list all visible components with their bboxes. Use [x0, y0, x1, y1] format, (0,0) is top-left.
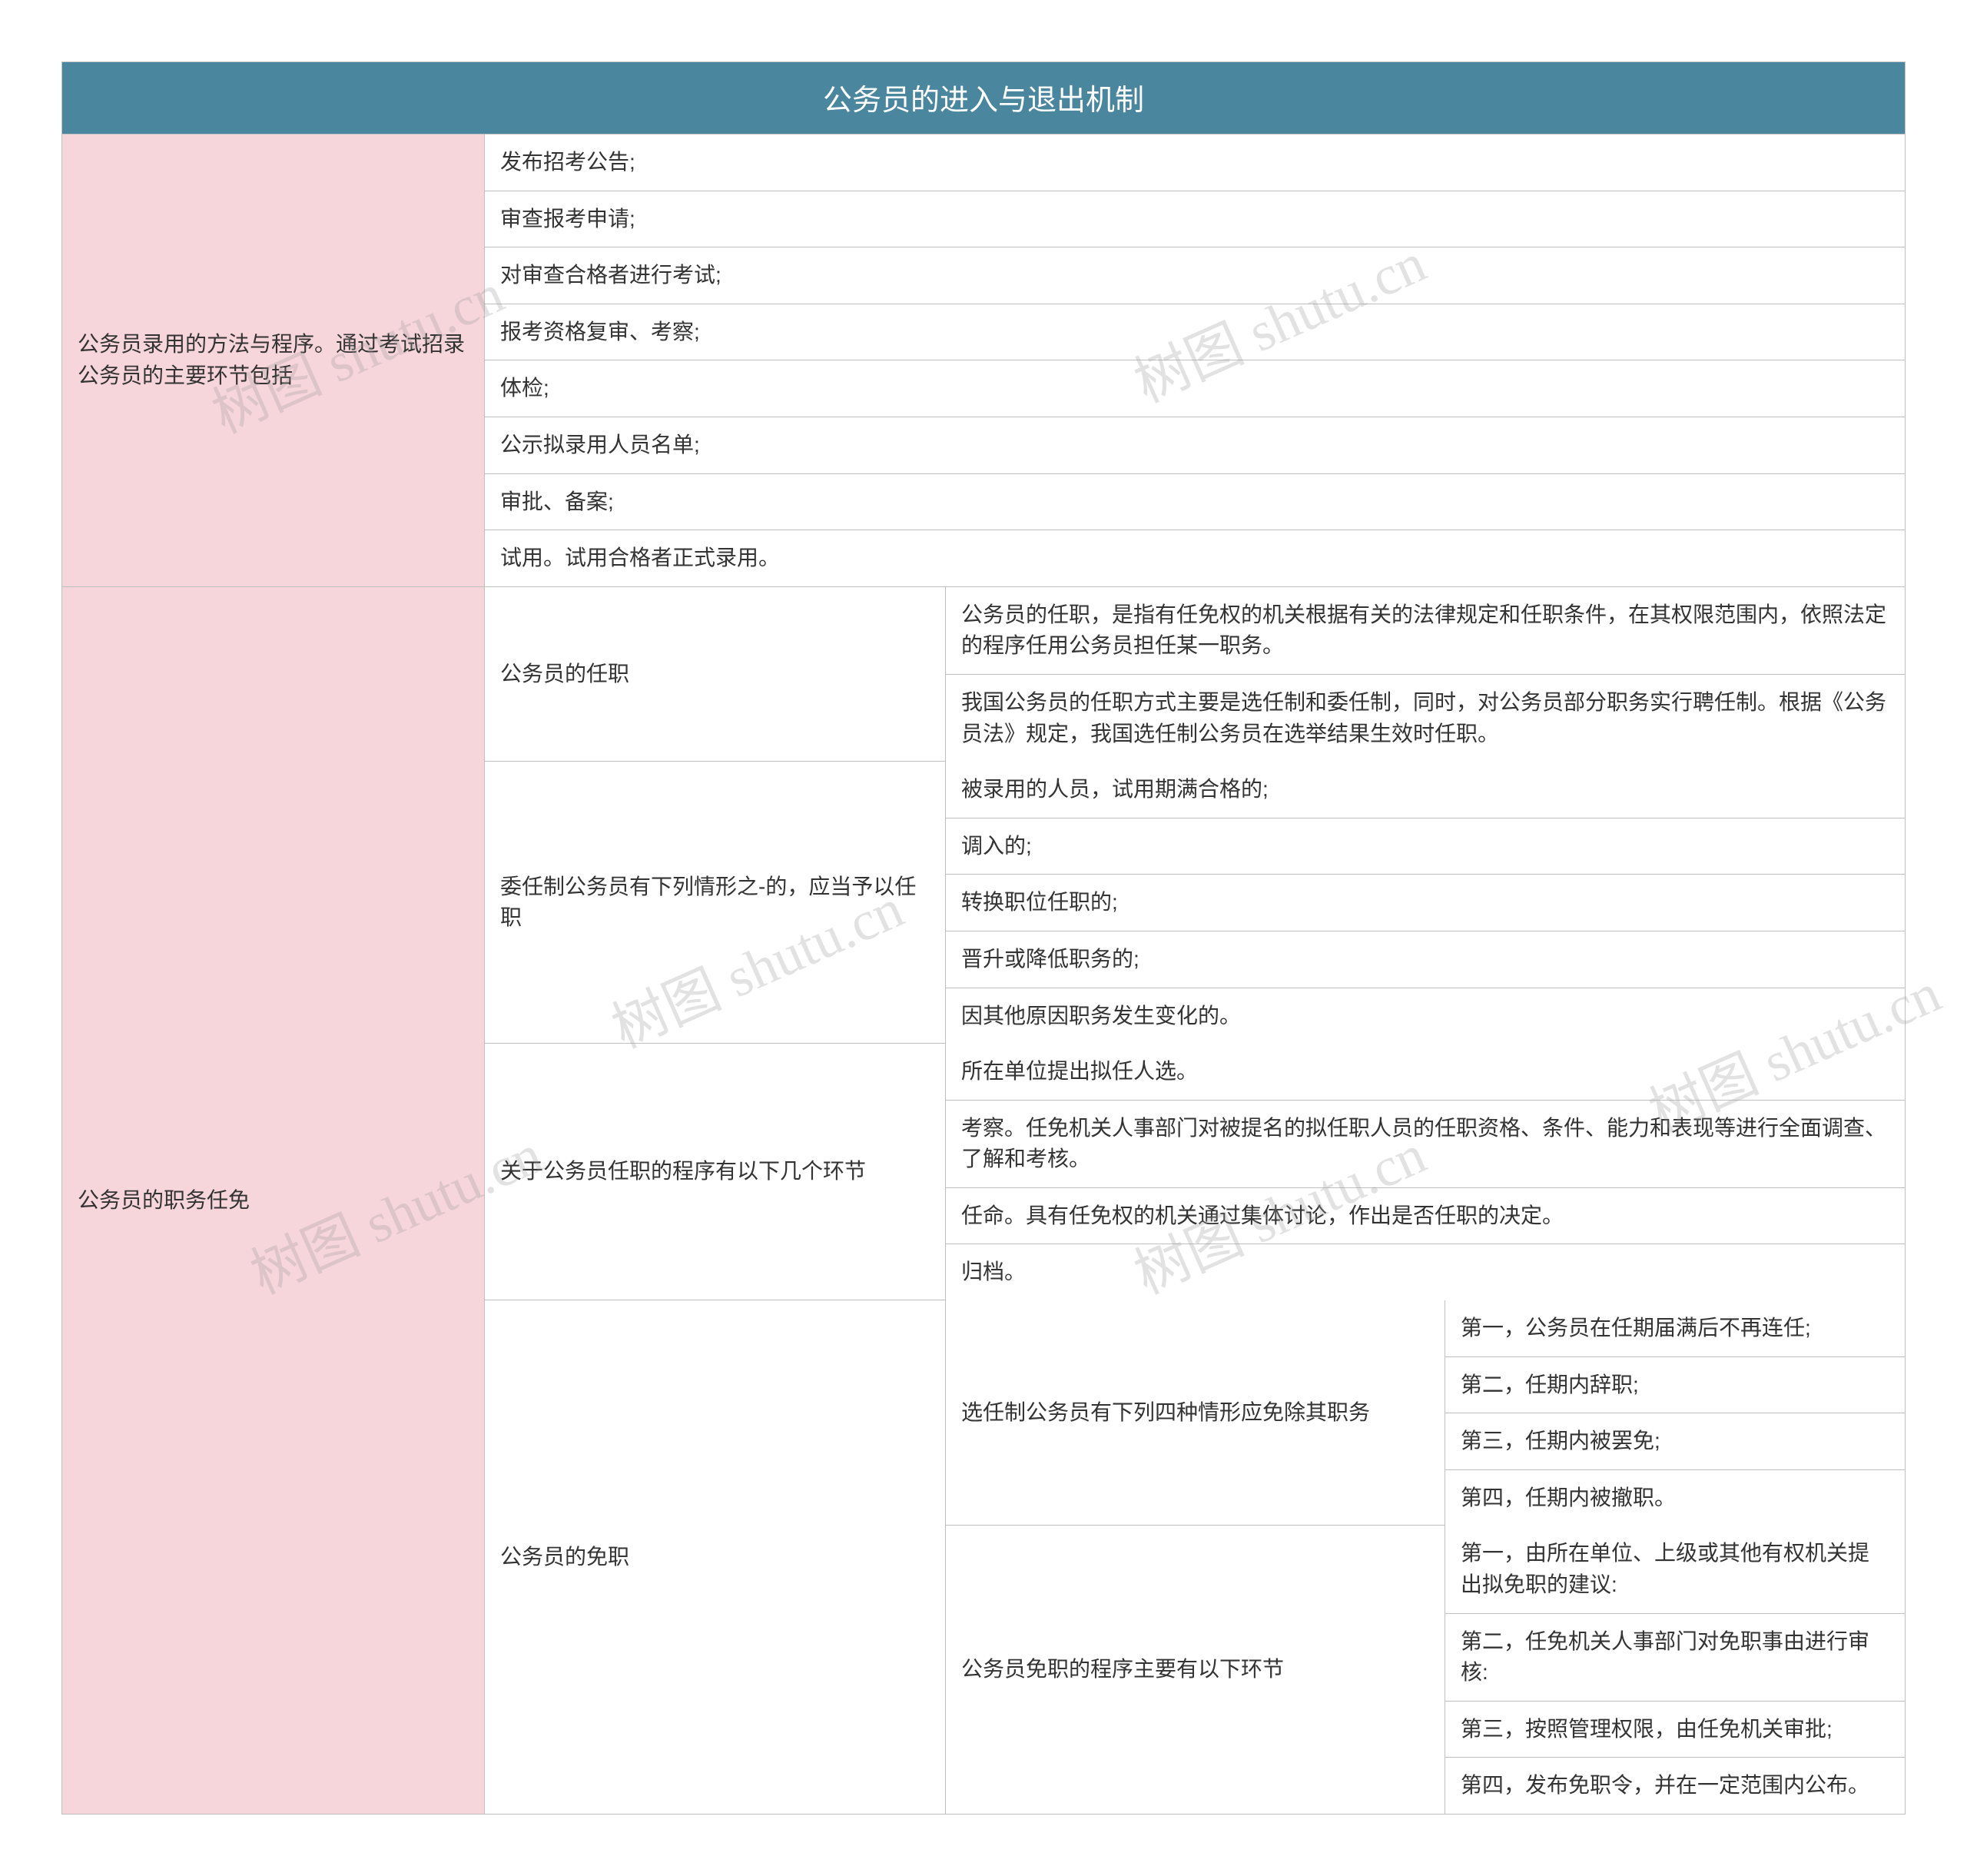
s2-sub4-g1-item-1: 第二，任期内辞职;: [1445, 1357, 1905, 1414]
s2-sub3-item-2: 任命。具有任免权的机关通过集体讨论，作出是否任职的决定。: [946, 1188, 1905, 1245]
s1-item-0: 发布招考公告;: [485, 134, 1905, 191]
section-1: 公务员录用的方法与程序。通过考试招录公务员的主要环节包括 发布招考公告; 审查报…: [62, 134, 1905, 586]
s2-sub4-g1-item-0: 第一，公务员在任期届满后不再连任;: [1445, 1300, 1905, 1357]
s2-sub4-g2-label: 公务员免职的程序主要有以下环节: [946, 1526, 1445, 1814]
s2-sub1: 公务员的任职 公务员的任职，是指有任免权的机关根据有关的法律规定和任职条件，在其…: [485, 587, 1905, 762]
s2-sub4-label: 公务员的免职: [485, 1300, 946, 1814]
s1-item-1: 审查报考申请;: [485, 191, 1905, 248]
section-2: 公务员的职务任免 公务员的任职 公务员的任职，是指有任免权的机关根据有关的法律规…: [62, 586, 1905, 1814]
s1-item-3: 报考资格复审、考察;: [485, 304, 1905, 361]
s2-sub4-g2: 公务员免职的程序主要有以下环节 第一，由所在单位、上级或其他有权机关提出拟免职的…: [946, 1526, 1905, 1814]
s1-item-6: 审批、备案;: [485, 474, 1905, 531]
title: 公务员的进入与退出机制: [62, 62, 1905, 134]
s2-sub4-g1-label: 选任制公务员有下列四种情形应免除其职务: [946, 1300, 1445, 1526]
s2-sub1-item-0: 公务员的任职，是指有任免权的机关根据有关的法律规定和任职条件，在其权限范围内，依…: [946, 587, 1905, 675]
s2-sub2-item-2: 转换职位任职的;: [946, 875, 1905, 931]
hierarchy-table: 公务员的进入与退出机制 公务员录用的方法与程序。通过考试招录公务员的主要环节包括…: [61, 61, 1906, 1815]
s2-sub2-label: 委任制公务员有下列情形之-的，应当予以任职: [485, 762, 946, 1044]
s2-sub4-g2-item-0: 第一，由所在单位、上级或其他有权机关提出拟免职的建议:: [1445, 1526, 1905, 1613]
s2-sub4-g2-item-1: 第二，任免机关人事部门对免职事由进行审核:: [1445, 1614, 1905, 1702]
section-2-label: 公务员的职务任免: [62, 587, 485, 1814]
s2-sub1-label: 公务员的任职: [485, 587, 946, 762]
s1-item-4: 体检;: [485, 360, 1905, 417]
s2-sub3-item-1: 考察。任免机关人事部门对被提名的拟任职人员的任职资格、条件、能力和表现等进行全面…: [946, 1101, 1905, 1188]
s2-sub4-g2-item-2: 第三，按照管理权限，由任免机关审批;: [1445, 1702, 1905, 1758]
s1-item-7: 试用。试用合格者正式录用。: [485, 530, 1905, 586]
s2-sub2-item-0: 被录用的人员，试用期满合格的;: [946, 762, 1905, 818]
s2-sub2-item-1: 调入的;: [946, 818, 1905, 875]
s2-sub3-label: 关于公务员任职的程序有以下几个环节: [485, 1044, 946, 1300]
s2-sub4-g1-item-2: 第三，任期内被罢免;: [1445, 1413, 1905, 1470]
s2-sub4-g2-item-3: 第四，发布免职令，并在一定范围内公布。: [1445, 1758, 1905, 1814]
s1-item-2: 对审查合格者进行考试;: [485, 247, 1905, 304]
s2-sub2: 委任制公务员有下列情形之-的，应当予以任职 被录用的人员，试用期满合格的; 调入…: [485, 762, 1905, 1044]
s2-sub3-item-0: 所在单位提出拟任人选。: [946, 1044, 1905, 1101]
s2-sub3-item-3: 归档。: [946, 1244, 1905, 1300]
s2-sub2-item-3: 晋升或降低职务的;: [946, 931, 1905, 988]
s2-sub4-g1: 选任制公务员有下列四种情形应免除其职务 第一，公务员在任期届满后不再连任; 第二…: [946, 1300, 1905, 1526]
s2-sub4-g1-item-3: 第四，任期内被撤职。: [1445, 1470, 1905, 1526]
s2-sub3: 关于公务员任职的程序有以下几个环节 所在单位提出拟任人选。 考察。任免机关人事部…: [485, 1044, 1905, 1300]
s2-sub2-item-4: 因其他原因职务发生变化的。: [946, 988, 1905, 1044]
s1-item-5: 公示拟录用人员名单;: [485, 417, 1905, 474]
s2-sub4: 公务员的免职 选任制公务员有下列四种情形应免除其职务 第一，公务员在任期届满后不…: [485, 1300, 1905, 1814]
section-1-label: 公务员录用的方法与程序。通过考试招录公务员的主要环节包括: [62, 134, 485, 586]
s2-sub1-item-1: 我国公务员的任职方式主要是选任制和委任制，同时，对公务员部分职务实行聘任制。根据…: [946, 675, 1905, 762]
